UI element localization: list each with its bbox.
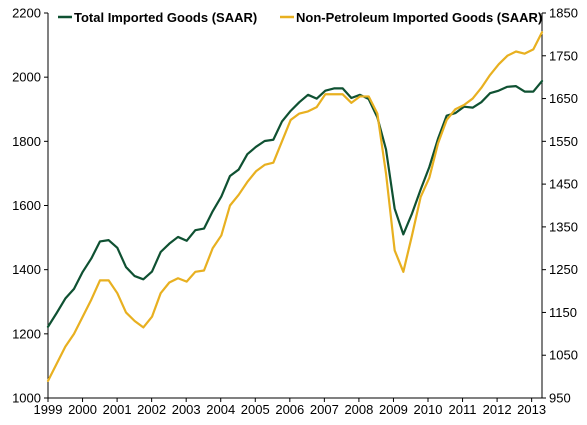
- y-right-tick-label: 1050: [549, 348, 578, 363]
- legend-label-total: Total Imported Goods (SAAR): [74, 10, 257, 25]
- y-left-tick-label: 1600: [12, 198, 41, 213]
- x-tick-label: 2008: [344, 402, 373, 417]
- legend-label-nonpetro: Non-Petroleum Imported Goods (SAAR): [296, 10, 542, 25]
- x-tick-label: 2011: [449, 402, 477, 417]
- x-tick-label: 2012: [483, 402, 512, 417]
- y-right-tick-label: 1450: [549, 177, 578, 192]
- series-line-total-imported-goods: [46, 79, 544, 328]
- y-right-tick-label: 1750: [549, 48, 578, 63]
- y-right-tick-label: 1250: [549, 262, 578, 277]
- y-left-tick-label: 2000: [12, 70, 41, 85]
- y-right-tick-label: 1150: [549, 305, 577, 320]
- axes: 1000 1200 1400 1600 1800 2000 2200 950 1050 1150 1…: [12, 6, 578, 418]
- x-tick-label: 2004: [206, 402, 235, 417]
- y-right-tick-label: 1350: [549, 219, 578, 234]
- y-right-tick-label: 1650: [549, 91, 578, 106]
- y-right-tick-label: 1550: [549, 134, 578, 149]
- y-right-tick-label: 1850: [549, 6, 578, 21]
- x-tick-label: 2005: [241, 402, 270, 417]
- series-lines: [46, 31, 544, 382]
- y-left-tick-label: 1400: [12, 262, 41, 277]
- y-left-tick-label: 1000: [12, 391, 41, 406]
- x-tick-label: 2003: [172, 402, 201, 417]
- x-tick-label: 2001: [103, 402, 132, 417]
- x-tick-label: 2006: [275, 402, 304, 417]
- x-tick-label: 2000: [68, 402, 97, 417]
- y-left-tick-label: 1200: [12, 326, 41, 341]
- x-tick-label: 2009: [379, 402, 408, 417]
- x-tick-label: 2007: [310, 402, 339, 417]
- x-tick-label: 2010: [414, 402, 443, 417]
- y-right-tick-label: 950: [549, 391, 571, 406]
- y-left-tick-label: 2200: [12, 6, 41, 21]
- x-tick-label: 2002: [137, 402, 166, 417]
- legend: Total Imported Goods (SAAR) Non-Petroleu…: [58, 10, 542, 25]
- y-left-tick-label: 1800: [12, 134, 41, 149]
- x-tick-label: 1999: [34, 402, 63, 417]
- series-line-non-petroleum-imported-goods: [46, 31, 544, 382]
- x-tick-label: 2013: [517, 402, 546, 417]
